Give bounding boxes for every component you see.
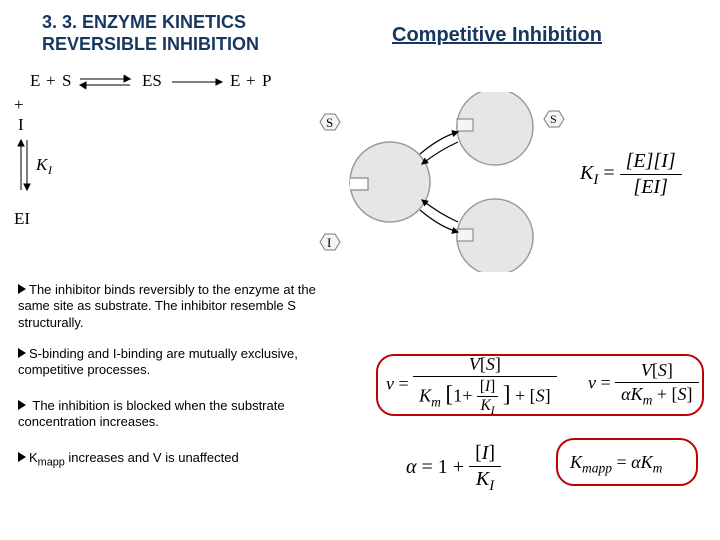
eq-ki: KI = [E][I] [EI] — [580, 150, 682, 199]
svg-text:P: P — [262, 71, 271, 90]
svg-text:E: E — [230, 71, 240, 90]
reaction-scheme: E + S ES E + P + I K I EI — [8, 66, 308, 246]
es-S-label: S — [542, 110, 566, 133]
bullet-4-sub: mapp — [38, 457, 65, 469]
bullet-2-text: S-binding and I-binding are mutually exc… — [18, 346, 298, 377]
heading-line2: REVERSIBLE INHIBITION — [42, 34, 259, 55]
svg-text:+: + — [14, 95, 24, 114]
bullet-4-K: K — [29, 450, 38, 465]
svg-text:EI: EI — [14, 209, 30, 228]
svg-text:S: S — [550, 112, 557, 126]
bullet-3-text: The inhibition is blocked when the subst… — [18, 398, 285, 429]
bullet-1-text: The inhibitor binds reversibly to the en… — [18, 282, 316, 330]
svg-text:I: I — [327, 235, 331, 250]
svg-text:I: I — [47, 163, 53, 177]
bullet-4: Kmapp increases and V is unaffected — [18, 450, 239, 470]
svg-text:K: K — [35, 155, 49, 174]
eq-alpha: α = 1 + [I] KI — [406, 442, 501, 495]
heading-right: Competitive Inhibition — [392, 24, 602, 47]
bullet-1: The inhibitor binds reversibly to the en… — [18, 282, 338, 331]
svg-text:I: I — [18, 115, 24, 134]
svg-text:E: E — [30, 71, 40, 90]
bullet-3: The inhibition is blocked when the subst… — [18, 398, 338, 431]
eq-v1: v = V[S] Km [1+ [I] KI ] + [S] — [386, 354, 557, 417]
svg-text:+: + — [246, 71, 256, 90]
eq-kmapp: Kmapp = αKm — [570, 452, 662, 477]
eq-v2: v = V[S] αKm + [S] — [588, 360, 699, 409]
svg-text:+: + — [46, 71, 56, 90]
svg-text:S: S — [326, 115, 333, 130]
bullet-2: S-binding and I-binding are mutually exc… — [18, 346, 338, 379]
svg-text:S: S — [62, 71, 71, 90]
svg-text:ES: ES — [142, 71, 162, 90]
bullet-4-suffix: increases and V is unaffected — [65, 450, 239, 465]
heading-line1: 3. 3. ENZYME KINETICS — [42, 12, 246, 33]
enzyme-diagram: S I — [300, 92, 540, 272]
